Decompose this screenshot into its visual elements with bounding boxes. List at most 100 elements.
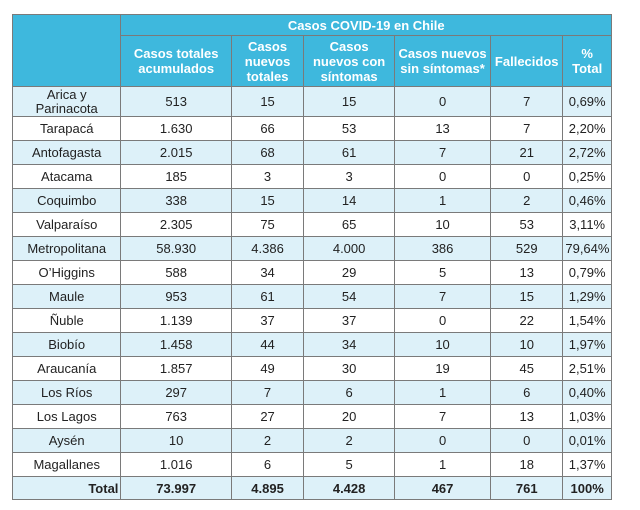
value-cell: 44	[230, 332, 305, 357]
value-cell: 4.000	[303, 236, 396, 261]
value-cell: 2,72%	[562, 140, 612, 165]
value-cell: 37	[303, 308, 396, 333]
region-cell: Los Ríos	[11, 380, 122, 405]
value-cell: 34	[303, 332, 396, 357]
value-cell: 3,11%	[562, 212, 612, 237]
value-cell: 2,20%	[562, 116, 612, 141]
column-header: Casos totales acumulados	[120, 35, 232, 87]
total-value-cell: 100%	[562, 476, 612, 500]
value-cell: 30	[303, 356, 396, 381]
table-body: Arica y Parinacota 513 15 15 0 7 0,69% Tarapacá…	[11, 86, 612, 500]
value-cell: 3	[303, 164, 396, 189]
value-cell: 53	[303, 116, 396, 141]
value-cell: 3	[230, 164, 305, 189]
value-cell: 0	[490, 428, 564, 453]
total-value-cell: 761	[490, 476, 564, 500]
value-cell: 0	[394, 428, 492, 453]
table-row: Araucanía 1.857 49 30 19 45 2,51%	[11, 356, 612, 381]
title-row: Casos COVID-19 en Chile	[11, 14, 612, 87]
value-cell: 513	[120, 86, 232, 117]
value-cell: 54	[303, 284, 396, 309]
value-cell: 0,01%	[562, 428, 612, 453]
value-cell: 10	[394, 332, 492, 357]
value-cell: 0,69%	[562, 86, 612, 117]
value-cell: 15	[230, 188, 305, 213]
value-cell: 61	[230, 284, 305, 309]
total-row: Total 73.997 4.895 4.428 467 761 100%	[11, 476, 612, 500]
value-cell: 21	[490, 140, 564, 165]
value-cell: 68	[230, 140, 305, 165]
value-cell: 22	[490, 308, 564, 333]
value-cell: 15	[490, 284, 564, 309]
value-cell: 34	[230, 260, 305, 285]
value-cell: 0	[490, 164, 564, 189]
value-cell: 15	[230, 86, 305, 117]
value-cell: 0	[394, 308, 492, 333]
table-title: Casos COVID-19 en Chile	[120, 14, 612, 36]
value-cell: 6	[303, 380, 396, 405]
value-cell: 185	[120, 164, 232, 189]
region-cell: Los Lagos	[11, 404, 122, 429]
value-cell: 1	[394, 188, 492, 213]
table-row: Antofagasta 2.015 68 61 7 21 2,72%	[11, 140, 612, 165]
value-cell: 2.015	[120, 140, 232, 165]
value-cell: 2,51%	[562, 356, 612, 381]
table-row: Los Lagos 763 27 20 7 13 1,03%	[11, 404, 612, 429]
table-row: Los Ríos 297 7 6 1 6 0,40%	[11, 380, 612, 405]
value-cell: 58.930	[120, 236, 232, 261]
value-cell: 5	[303, 452, 396, 477]
value-cell: 7	[490, 116, 564, 141]
table-row: O’Higgins 588 34 29 5 13 0,79%	[11, 260, 612, 285]
value-cell: 386	[394, 236, 492, 261]
value-cell: 1.630	[120, 116, 232, 141]
value-cell: 529	[490, 236, 564, 261]
value-cell: 7	[230, 380, 305, 405]
table-row: Valparaíso 2.305 75 65 10 53 3,11%	[11, 212, 612, 237]
region-cell: Aysén	[11, 428, 122, 453]
value-cell: 18	[490, 452, 564, 477]
column-header: Casos nuevos sin síntomas*	[394, 35, 492, 87]
value-cell: 1	[394, 380, 492, 405]
region-cell: Maule	[11, 284, 122, 309]
value-cell: 13	[394, 116, 492, 141]
table-row: Tarapacá 1.630 66 53 13 7 2,20%	[11, 116, 612, 141]
region-cell: Arica y Parinacota	[11, 86, 122, 117]
table-row: Aysén 10 2 2 0 0 0,01%	[11, 428, 612, 453]
table-row: Coquimbo 338 15 14 1 2 0,46%	[11, 188, 612, 213]
total-value-cell: 467	[394, 476, 492, 500]
value-cell: 1,54%	[562, 308, 612, 333]
region-cell: Ñuble	[11, 308, 122, 333]
value-cell: 2	[490, 188, 564, 213]
value-cell: 2	[303, 428, 396, 453]
value-cell: 61	[303, 140, 396, 165]
table-row: Arica y Parinacota 513 15 15 0 7 0,69%	[11, 86, 612, 117]
region-cell: Metropolitana	[11, 236, 122, 261]
value-cell: 15	[303, 86, 396, 117]
value-cell: 763	[120, 404, 232, 429]
region-cell: Biobío	[11, 332, 122, 357]
value-cell: 1.458	[120, 332, 232, 357]
value-cell: 20	[303, 404, 396, 429]
value-cell: 2.305	[120, 212, 232, 237]
value-cell: 10	[394, 212, 492, 237]
region-cell: Coquimbo	[11, 188, 122, 213]
region-cell: Magallanes	[11, 452, 122, 477]
value-cell: 10	[490, 332, 564, 357]
value-cell: 7	[490, 86, 564, 117]
value-cell: 27	[230, 404, 305, 429]
table-row: Maule 953 61 54 7 15 1,29%	[11, 284, 612, 309]
value-cell: 7	[394, 284, 492, 309]
corner-cell	[11, 14, 122, 87]
total-value-cell: 4.895	[230, 476, 305, 500]
table-row: Biobío 1.458 44 34 10 10 1,97%	[11, 332, 612, 357]
value-cell: 1.139	[120, 308, 232, 333]
value-cell: 1,03%	[562, 404, 612, 429]
value-cell: 49	[230, 356, 305, 381]
value-cell: 338	[120, 188, 232, 213]
covid-table-container: Casos COVID-19 en Chile Casos totales ac…	[11, 14, 612, 500]
value-cell: 0,25%	[562, 164, 612, 189]
value-cell: 1,37%	[562, 452, 612, 477]
column-header: Fallecidos	[490, 35, 564, 87]
value-cell: 7	[394, 140, 492, 165]
value-cell: 14	[303, 188, 396, 213]
